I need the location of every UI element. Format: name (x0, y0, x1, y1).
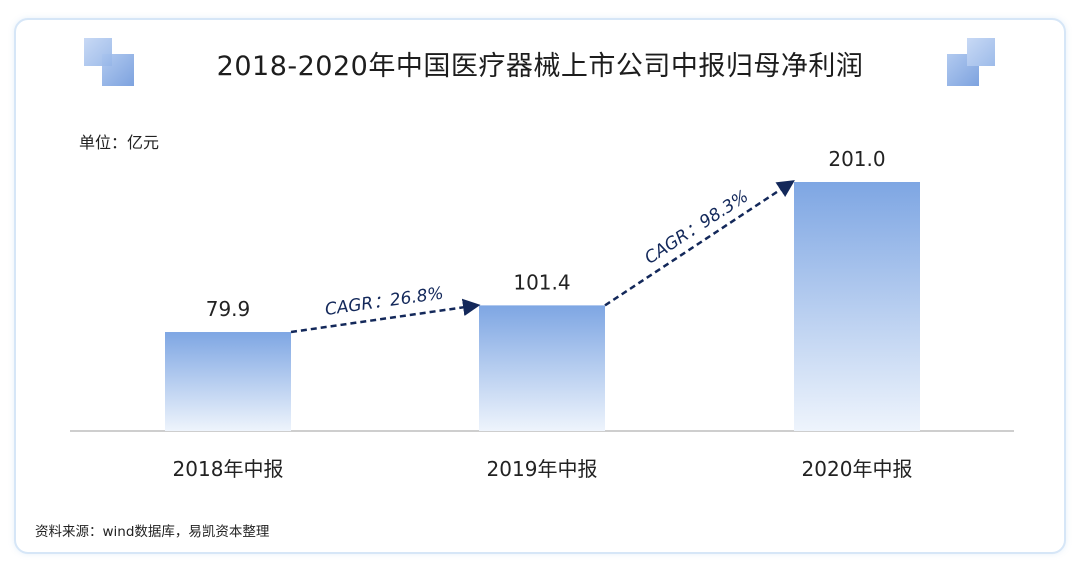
bar (479, 305, 605, 431)
chart-title: 2018-2020年中国医疗器械上市公司中报归母净利润 (216, 51, 864, 82)
source-note: 资料来源：wind数据库，易凯资本整理 (35, 524, 270, 540)
cagr-arrow (290, 298, 481, 334)
category-tick-label: 2020年中报 (802, 457, 913, 481)
cagr-arrow (604, 180, 795, 307)
bar-value-label: 79.9 (206, 297, 251, 321)
decoration-square (102, 54, 134, 86)
decoration-squares-left (84, 38, 134, 86)
category-tick-label: 2018年中报 (173, 457, 284, 481)
category-tick-label: 2019年中报 (487, 457, 598, 481)
cagr-label: CAGR：98.3% (641, 186, 752, 268)
bar-value-label: 201.0 (828, 147, 885, 171)
decoration-squares-right (947, 38, 997, 86)
cagr-label: CAGR：26.8% (324, 283, 445, 320)
bar (165, 332, 291, 431)
bar (794, 182, 920, 431)
unit-label: 单位：亿元 (79, 133, 160, 152)
decoration-square (967, 38, 995, 66)
bar-value-label: 101.4 (513, 270, 570, 294)
